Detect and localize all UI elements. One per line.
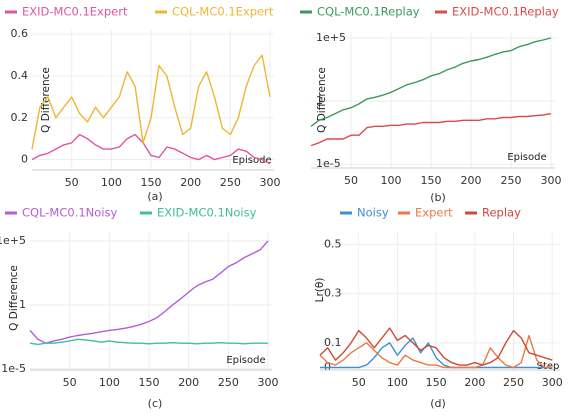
caption: (d) bbox=[430, 397, 446, 410]
y-tick-label: 1 bbox=[316, 94, 323, 107]
x-tick-label: 100 bbox=[381, 174, 402, 187]
x-tick-label: 250 bbox=[503, 376, 524, 389]
legend-label: Expert bbox=[415, 206, 453, 220]
series-line bbox=[29, 240, 269, 344]
x-tick-label: 300 bbox=[542, 376, 563, 389]
x-tick-label: 300 bbox=[260, 176, 281, 189]
series-line bbox=[319, 327, 553, 366]
series-line bbox=[31, 133, 271, 165]
legend-label: Noisy bbox=[357, 206, 389, 220]
x-tick-label: 300 bbox=[258, 376, 279, 389]
caption: (a) bbox=[147, 190, 162, 203]
x-tick-label: 200 bbox=[461, 174, 482, 187]
x-tick-label: 300 bbox=[541, 174, 562, 187]
legend-label: EXID-MC0.1Replay bbox=[452, 5, 559, 19]
y-tick-label: 0.4 bbox=[11, 69, 29, 82]
series-line bbox=[310, 37, 552, 127]
x-tick-label: 250 bbox=[501, 174, 522, 187]
x-tick-label: 150 bbox=[426, 376, 447, 389]
x-axis-label: Episode bbox=[232, 155, 271, 166]
y-tick-label: 1e+5 bbox=[316, 31, 346, 44]
y-tick-label: 0 bbox=[21, 153, 28, 166]
series-line bbox=[29, 338, 268, 346]
legend-label: CQL-MC0.1Expert bbox=[172, 5, 274, 19]
caption: (b) bbox=[430, 191, 446, 204]
x-tick-label: 200 bbox=[464, 376, 485, 389]
x-tick-label: 200 bbox=[178, 376, 199, 389]
y-tick-label: 0.2 bbox=[11, 111, 29, 124]
x-tick-label: 50 bbox=[63, 376, 77, 389]
y-tick-label: 0.1 bbox=[324, 336, 342, 349]
series-line bbox=[319, 334, 553, 369]
x-axis-label: Step bbox=[537, 361, 560, 372]
legend-label: CQL-MC0.1Noisy bbox=[22, 206, 118, 220]
x-tick-label: 50 bbox=[65, 176, 79, 189]
x-tick-label: 100 bbox=[99, 376, 120, 389]
x-tick-label: 150 bbox=[421, 174, 442, 187]
series-line bbox=[310, 113, 552, 147]
x-tick-label: 150 bbox=[139, 376, 160, 389]
y-tick-label: 0.3 bbox=[324, 287, 342, 300]
y-tick-label: 1e-5 bbox=[316, 157, 341, 170]
x-tick-label: 100 bbox=[387, 376, 408, 389]
x-axis-label: Episode bbox=[226, 355, 265, 366]
caption: (c) bbox=[148, 397, 163, 410]
legend-label: EXID-MC0.1Expert bbox=[22, 5, 128, 19]
x-tick-label: 250 bbox=[218, 376, 239, 389]
y-axis-label: Q Difference bbox=[8, 265, 20, 331]
y-tick-label: 1 bbox=[19, 298, 26, 311]
y-axis-label: Q Difference bbox=[316, 67, 328, 133]
y-axis-label: Lr(θ) bbox=[314, 278, 326, 303]
x-tick-label: 100 bbox=[101, 176, 122, 189]
x-axis-label: Episode bbox=[507, 152, 546, 163]
x-tick-label: 50 bbox=[352, 376, 366, 389]
y-tick-label: 0.5 bbox=[324, 237, 342, 250]
legend-label: CQL-MC0.1Replay bbox=[317, 5, 420, 19]
x-tick-label: 50 bbox=[344, 174, 358, 187]
x-tick-label: 150 bbox=[141, 176, 162, 189]
y-tick-label: 1e+5 bbox=[0, 234, 26, 247]
y-tick-label: 1e-5 bbox=[1, 362, 26, 375]
x-tick-label: 200 bbox=[180, 176, 201, 189]
legend-label: Replay bbox=[482, 206, 521, 220]
y-tick-label: 0.6 bbox=[11, 27, 29, 40]
series-line bbox=[31, 54, 271, 150]
legend-label: EXID-MC0.1Noisy bbox=[157, 206, 257, 220]
x-tick-label: 250 bbox=[220, 176, 241, 189]
